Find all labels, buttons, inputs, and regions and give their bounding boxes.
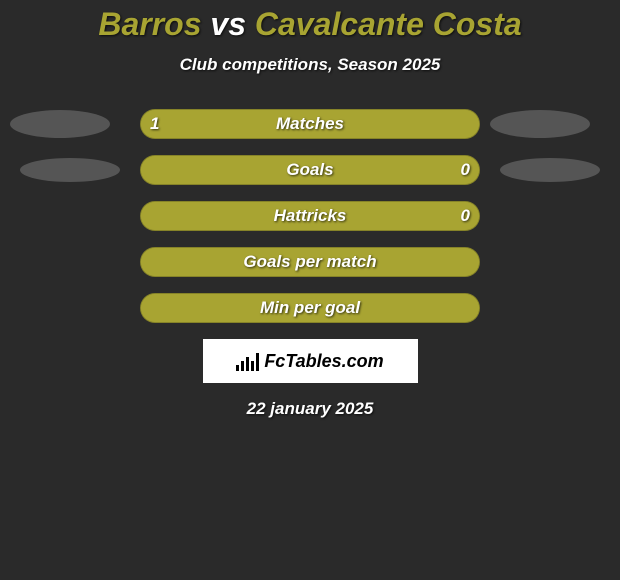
bar-track [140,247,480,277]
logo-text: FcTables.com [264,351,383,372]
avatar-ellipse-b [490,110,590,138]
bar-track [140,109,480,139]
avatar-ellipse-b [500,158,600,182]
comparison-chart: Matches1 Goals0 Hattricks0 Goals per match M… [0,109,620,323]
bar-fill-a [141,202,479,230]
stat-row: Goals0 [0,155,620,185]
title-vs: vs [202,6,255,42]
avatar-ellipse-a [20,158,120,182]
stat-row: Hattricks0 [0,201,620,231]
bar-track [140,155,480,185]
title-player-a: Barros [98,6,201,42]
page-title: Barros vs Cavalcante Costa [0,0,620,43]
stat-row: Matches1 [0,109,620,139]
bar-fill-a [141,248,479,276]
avatar-ellipse-a [10,110,110,138]
stat-row: Min per goal [0,293,620,323]
subtitle: Club competitions, Season 2025 [0,55,620,75]
bar-fill-a [141,294,479,322]
bar-track [140,293,480,323]
logo-box: FcTables.com [203,339,418,383]
bar-fill-a [141,110,479,138]
title-player-b: Cavalcante Costa [255,6,522,42]
date-label: 22 january 2025 [0,399,620,419]
chart-icon [236,351,259,371]
bar-fill-a [141,156,479,184]
bar-track [140,201,480,231]
stat-row: Goals per match [0,247,620,277]
